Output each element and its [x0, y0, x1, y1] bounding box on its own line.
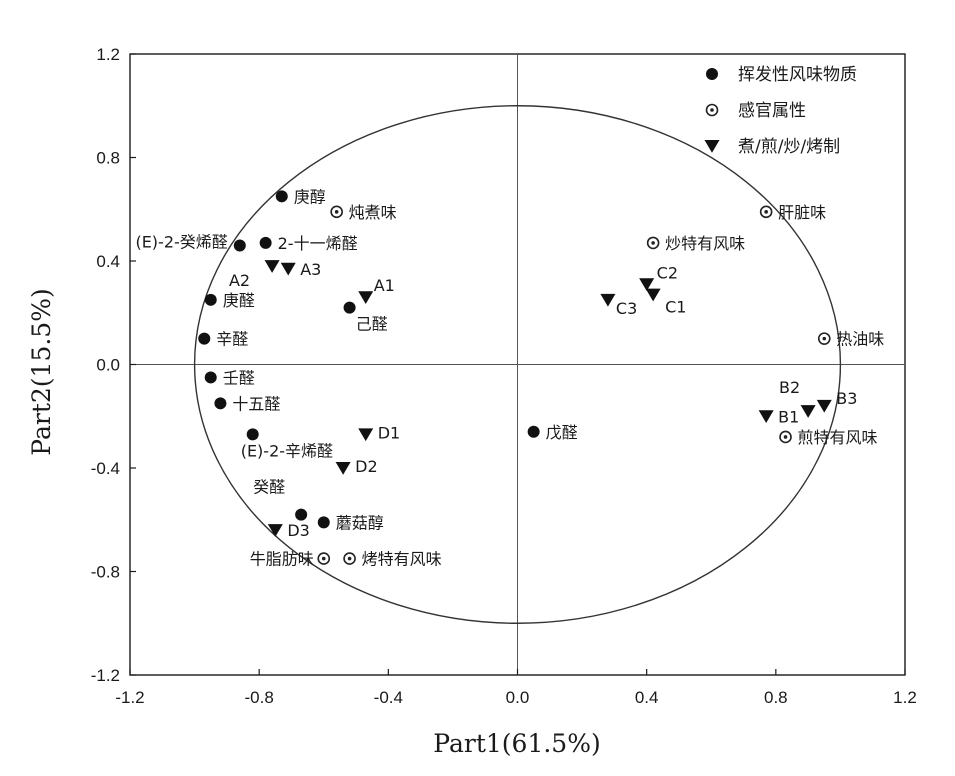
point-ring: [779, 430, 792, 444]
point-triangle-down: [639, 278, 655, 292]
point-triangle-down: [358, 428, 374, 442]
point-filled-circle: [246, 428, 259, 441]
point-label: 肝脏味: [778, 203, 826, 222]
point-label: A2: [229, 271, 250, 290]
point-triangle-down: [358, 291, 374, 304]
y-tick-label: -0.4: [91, 459, 120, 478]
point-ring: [817, 332, 831, 345]
point-filled-circle: [343, 301, 356, 314]
point-filled-circle: [233, 239, 246, 252]
point-label: A1: [374, 276, 395, 295]
point-triangle-down: [758, 410, 774, 423]
x-tick-label: 0.8: [764, 688, 788, 707]
legend-marker-filled-circle: [706, 68, 718, 80]
zero-axes: [130, 54, 905, 675]
point-label: A3: [300, 260, 321, 279]
point-triangle-down: [600, 293, 616, 307]
point-label: C1: [665, 298, 686, 317]
point-label: 庚醛: [223, 291, 255, 310]
y-tick-label: 0.0: [96, 356, 120, 375]
point-label: 蘑菇醇: [336, 513, 384, 532]
legend-label: 感官属性: [738, 101, 806, 121]
point-ring: [330, 205, 343, 219]
point-label: (E)-2-辛烯醛: [241, 441, 333, 460]
legend-label: 煮/煎/炒/烤制: [738, 137, 840, 157]
x-tick-label: 1.2: [893, 688, 917, 707]
point-label: 己醛: [356, 315, 388, 334]
y-tick-label: 0.8: [96, 149, 120, 168]
point-label: C3: [616, 299, 637, 318]
point-label: 癸醛: [253, 478, 285, 497]
axis-ticks: -1.2 -0.8 -0.4 0.0 0.4 0.8 1.2 -1.2 -0.8 -0.4 0.0 0…: [91, 45, 917, 707]
point-label: D2: [355, 457, 378, 476]
point-label: 牛脂肪味: [250, 550, 314, 569]
point-label: C2: [657, 263, 678, 282]
point-triangle-down: [267, 524, 283, 537]
y-axis-title: Part2(15.5%): [27, 288, 56, 455]
legend-marker-ring: [705, 103, 719, 117]
point-filled-circle: [259, 236, 272, 249]
correlation-circle: [193, 105, 842, 624]
point-triangle-down: [335, 462, 351, 475]
x-tick-label: -0.8: [245, 688, 274, 707]
x-tick-label: 0.4: [635, 688, 659, 707]
point-label: B3: [836, 389, 857, 408]
data-points: [198, 190, 832, 565]
y-tick-label: -1.2: [91, 666, 120, 685]
point-label: B1: [778, 407, 799, 426]
legend-label: 挥发性风味物质: [738, 65, 857, 85]
x-axis-title: Part1(61.5%): [433, 729, 600, 758]
point-label: 煎特有风味: [798, 428, 878, 447]
legend-marker-triangle-down: [704, 140, 720, 153]
point-label: 炖煮味: [349, 203, 397, 222]
point-label: 烤特有风味: [362, 550, 442, 569]
point-triangle-down: [800, 405, 816, 418]
point-filled-circle: [317, 516, 330, 529]
point-label: 2-十一烯醛: [278, 234, 358, 253]
point-label: D3: [287, 521, 310, 540]
point-triangle-down: [645, 288, 661, 302]
x-tick-label: -1.2: [115, 688, 144, 707]
x-tick-label: -0.4: [374, 688, 403, 707]
x-tick-label: 0.0: [506, 688, 530, 707]
point-filled-circle: [275, 190, 288, 203]
y-tick-label: -0.8: [91, 563, 120, 582]
point-filled-circle: [295, 508, 308, 521]
point-ring: [343, 552, 356, 565]
point-label: D1: [378, 423, 401, 442]
point-label: 热油味: [836, 330, 884, 349]
point-triangle-down: [280, 262, 296, 276]
point-filled-circle: [214, 397, 227, 410]
point-filled-circle: [204, 371, 217, 384]
point-label: 十五醛: [232, 394, 280, 413]
point-triangle-down: [264, 260, 280, 273]
point-ring: [317, 552, 331, 565]
point-ring: [646, 236, 660, 250]
point-label: 壬醛: [223, 368, 255, 387]
point-label: 辛醛: [216, 330, 248, 349]
point-ring: [759, 205, 773, 219]
point-label: B2: [779, 378, 800, 397]
point-label: 戊醛: [546, 423, 578, 442]
y-tick-label: 0.4: [96, 252, 120, 271]
point-label: (E)-2-癸烯醛: [135, 232, 227, 251]
point-label: 庚醇: [294, 187, 326, 206]
point-filled-circle: [204, 293, 217, 306]
point-triangle-down: [816, 399, 832, 413]
point-filled-circle: [527, 425, 540, 438]
point-filled-circle: [198, 332, 211, 345]
point-label: 炒特有风味: [665, 234, 745, 253]
y-tick-label: 1.2: [96, 45, 120, 64]
